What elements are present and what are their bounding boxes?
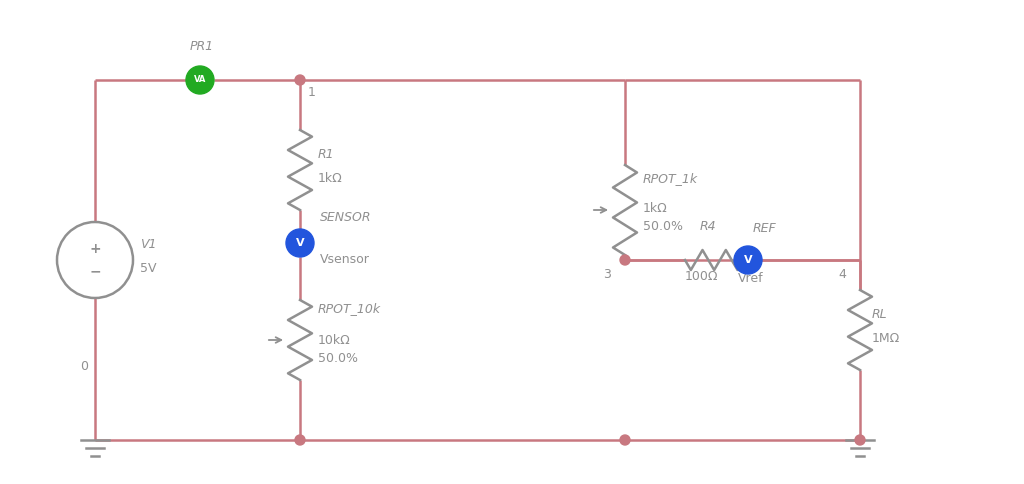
Text: RL: RL <box>872 308 888 321</box>
Text: 100Ω: 100Ω <box>685 270 719 283</box>
Text: Vref: Vref <box>738 272 764 285</box>
Text: +: + <box>89 242 100 256</box>
Text: −: − <box>89 264 100 278</box>
Text: PR1: PR1 <box>190 40 214 53</box>
Text: 1MΩ: 1MΩ <box>872 332 900 345</box>
Circle shape <box>855 435 865 445</box>
Circle shape <box>620 255 630 265</box>
Circle shape <box>286 229 314 257</box>
Circle shape <box>734 246 762 274</box>
Text: V: V <box>296 238 304 248</box>
Text: 3: 3 <box>603 268 611 281</box>
Text: 0: 0 <box>80 360 88 373</box>
Text: 1: 1 <box>308 86 315 99</box>
Text: Vsensor: Vsensor <box>319 253 370 266</box>
Circle shape <box>186 66 214 94</box>
Text: RPOT_1k: RPOT_1k <box>643 172 698 185</box>
Text: VA: VA <box>194 76 206 85</box>
Text: 50.0%: 50.0% <box>643 220 683 233</box>
Text: 50.0%: 50.0% <box>318 352 358 365</box>
Text: REF: REF <box>753 222 777 235</box>
Text: 1kΩ: 1kΩ <box>318 172 343 185</box>
Text: R1: R1 <box>318 148 335 161</box>
Text: RPOT_10k: RPOT_10k <box>318 302 381 315</box>
Text: V1: V1 <box>140 238 157 251</box>
Text: 4: 4 <box>838 268 846 281</box>
Circle shape <box>295 75 305 85</box>
Text: 1kΩ: 1kΩ <box>643 202 668 215</box>
Text: R4: R4 <box>700 220 717 233</box>
Text: V: V <box>743 255 753 265</box>
Text: 10kΩ: 10kΩ <box>318 334 351 347</box>
Circle shape <box>620 435 630 445</box>
Text: 5V: 5V <box>140 262 157 275</box>
Text: SENSOR: SENSOR <box>319 211 372 224</box>
Circle shape <box>295 435 305 445</box>
